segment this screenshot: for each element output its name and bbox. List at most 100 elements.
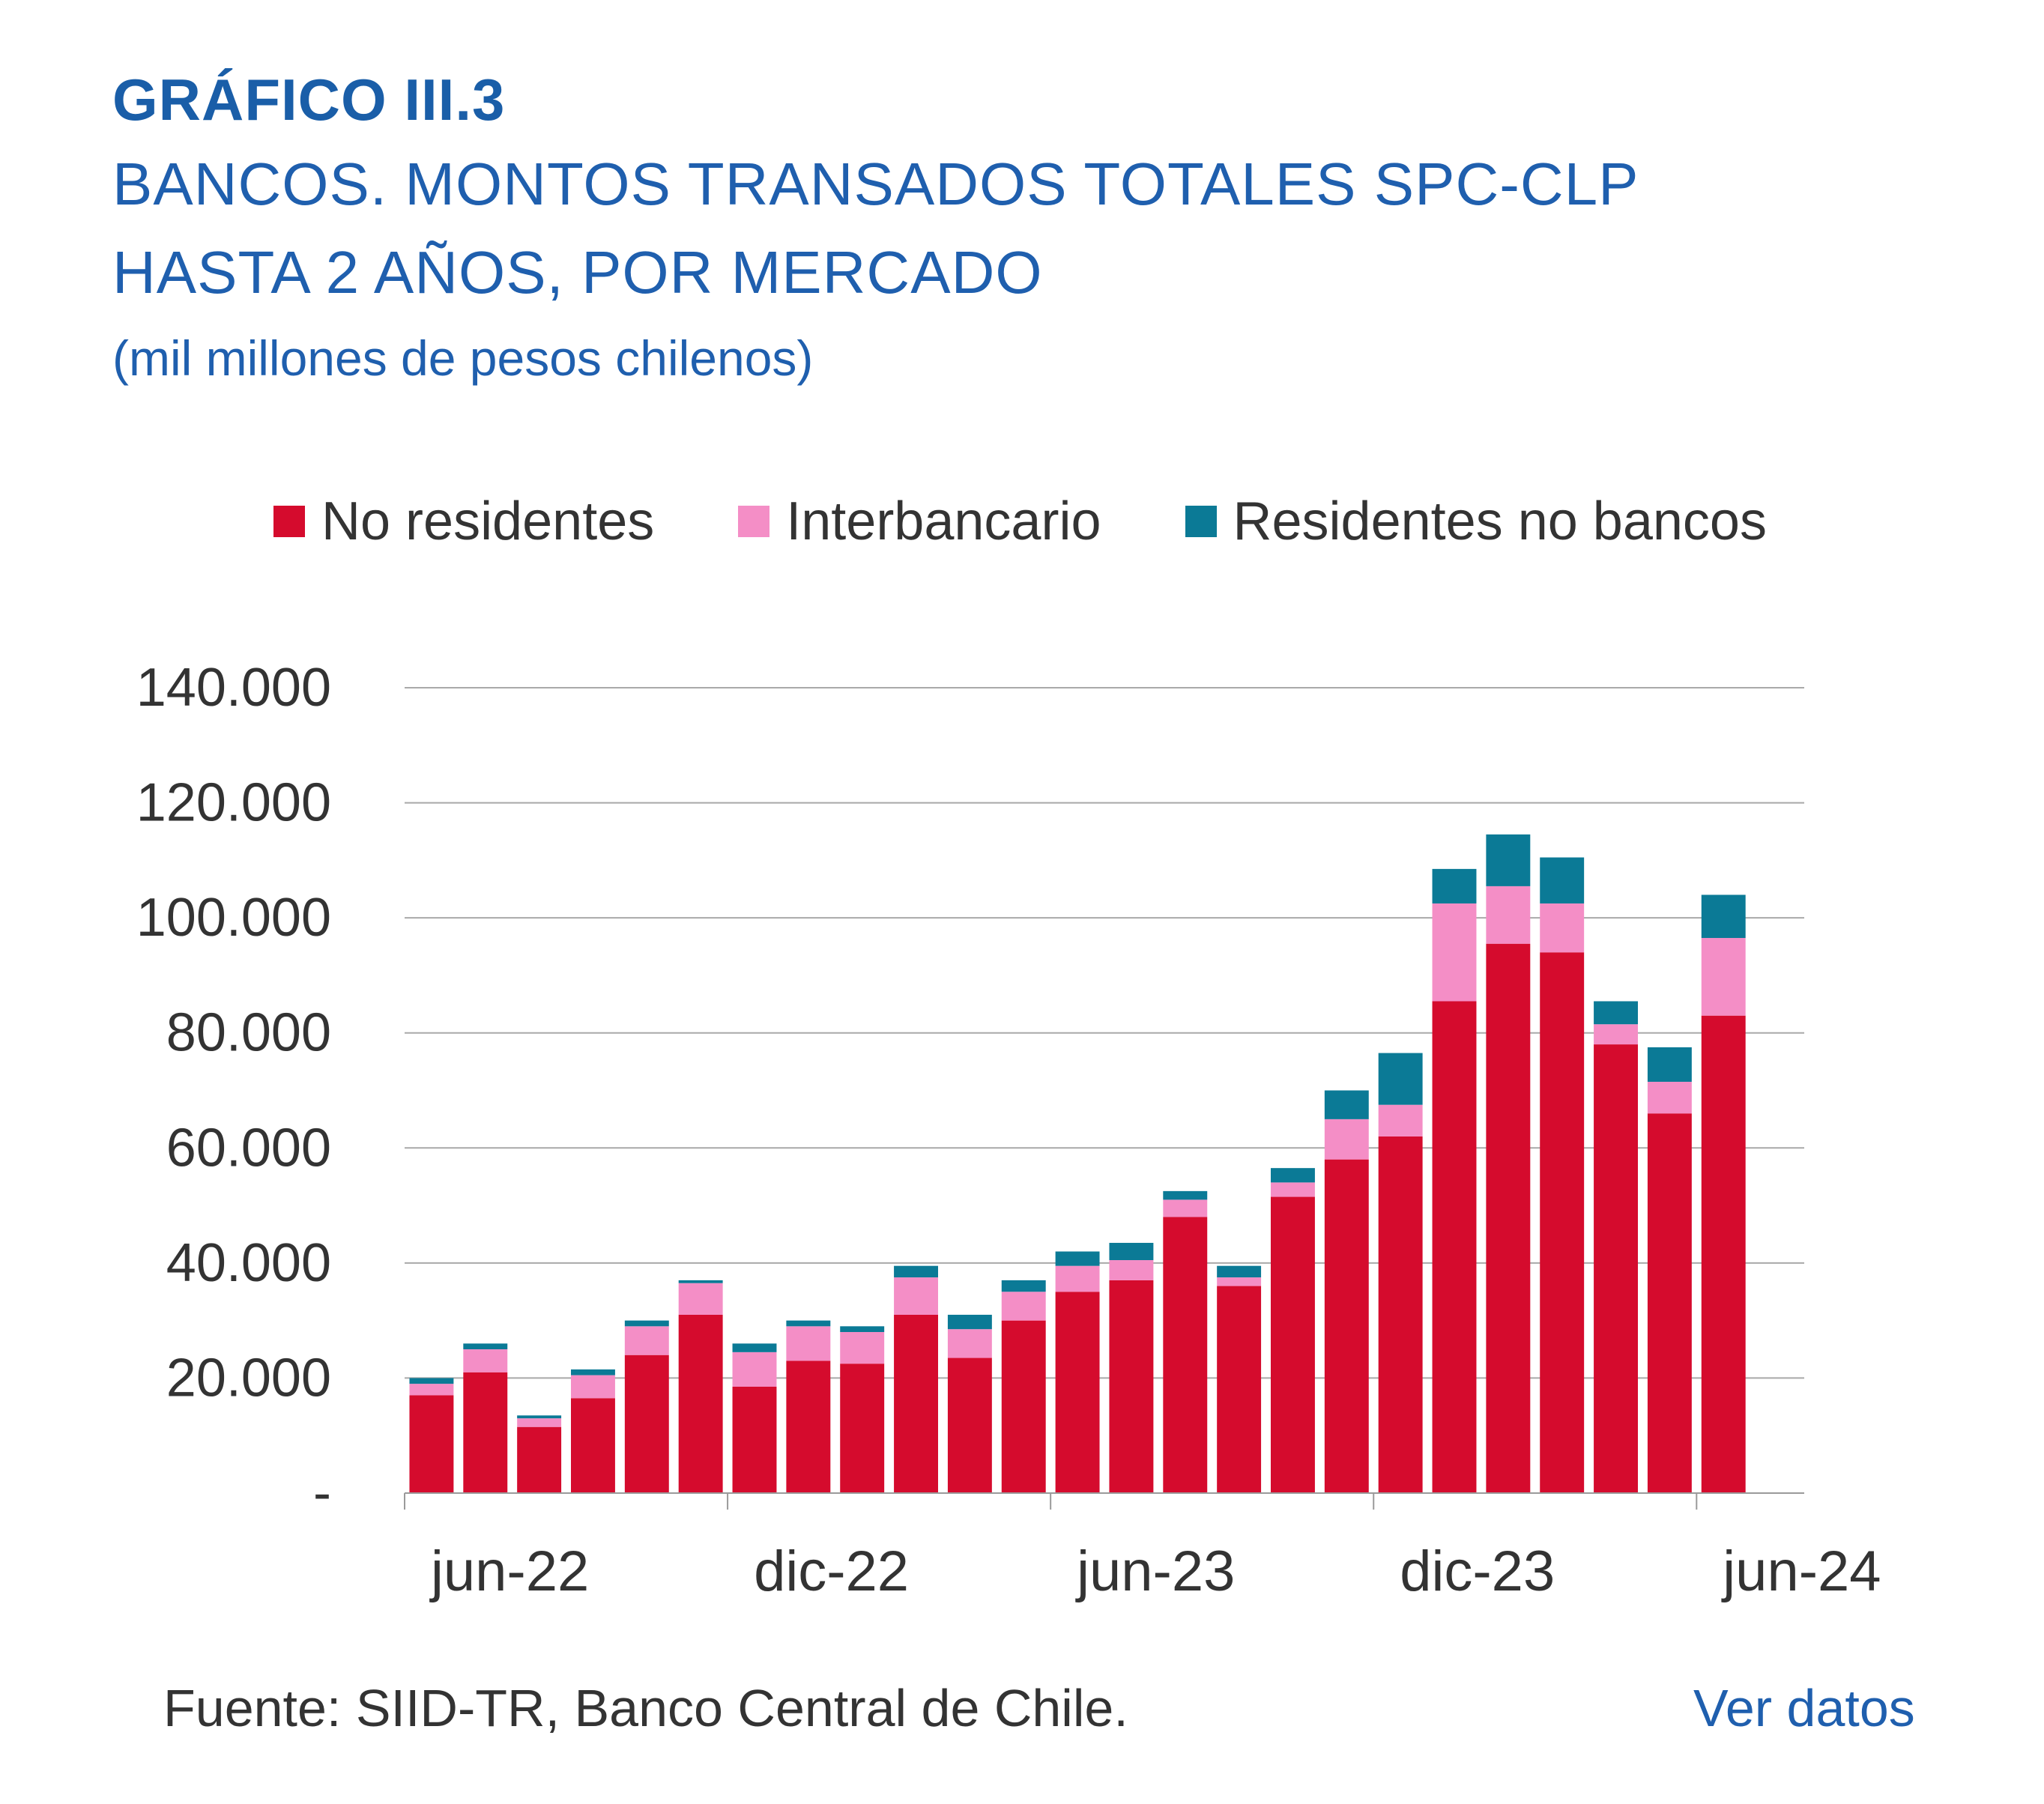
bar-segment-no-residentes (678, 1314, 723, 1493)
bar-segment-no-residentes (840, 1363, 885, 1493)
bar-segment-residentes-no-bancos (571, 1369, 615, 1375)
x-tick-label: jun-22 (429, 1540, 589, 1603)
bar-segment-residentes-no-bancos (1432, 868, 1477, 903)
bar-segment-no-residentes (1109, 1280, 1154, 1493)
bar-segment-interbancario (1701, 938, 1746, 1016)
bar-segment-residentes-no-bancos (1055, 1251, 1100, 1266)
bar-segment-interbancario (678, 1283, 723, 1315)
bar-segment-residentes-no-bancos (678, 1280, 723, 1283)
bar-segment-interbancario (1217, 1277, 1262, 1286)
bar-segment-residentes-no-bancos (1594, 1001, 1638, 1025)
bar-segment-interbancario (786, 1326, 831, 1361)
y-tick-label: 80.000 (166, 1003, 331, 1063)
bar-segment-residentes-no-bancos (409, 1378, 454, 1384)
legend-swatch-no-residentes (273, 506, 305, 537)
bar-segment-no-residentes (1378, 1136, 1423, 1493)
legend: No residentes Interbancario Residentes n… (273, 491, 1851, 552)
bar-segment-interbancario (1432, 903, 1477, 1002)
bar-segment-interbancario (1540, 903, 1585, 953)
y-tick-label: - (313, 1463, 331, 1523)
bar-segment-interbancario (1486, 886, 1531, 944)
bar-segment-residentes-no-bancos (1324, 1090, 1369, 1119)
bar-segment-no-residentes (1594, 1044, 1638, 1493)
x-tick-label: jun-23 (1075, 1540, 1235, 1603)
y-tick-label: 100.000 (136, 888, 331, 948)
bar-segment-interbancario (1055, 1265, 1100, 1292)
bar-segment-no-residentes (894, 1314, 938, 1493)
legend-swatch-interbancario (738, 506, 770, 537)
bar-segment-no-residentes (1540, 952, 1585, 1493)
bar-segment-interbancario (409, 1384, 454, 1396)
bar-segment-residentes-no-bancos (732, 1343, 777, 1352)
bar-segment-residentes-no-bancos (947, 1314, 992, 1330)
legend-label-no-residentes: No residentes (321, 491, 655, 551)
ver-datos-link[interactable]: Ver datos (1693, 1679, 1915, 1737)
bar-segment-interbancario (463, 1349, 508, 1372)
bar-segment-interbancario (624, 1326, 669, 1355)
y-tick-label: 60.000 (166, 1118, 331, 1178)
bar-segment-no-residentes (732, 1386, 777, 1493)
bar-segment-residentes-no-bancos (1163, 1190, 1208, 1200)
stacked-bar-chart: - 20.000 40.000 60.000 80.000 100.000 120.000 1… (136, 658, 1881, 1603)
bar-segment-residentes-no-bancos (463, 1343, 508, 1350)
x-tick-label: dic-22 (754, 1540, 909, 1603)
bar-segment-residentes-no-bancos (1486, 834, 1531, 886)
bar-segment-interbancario (840, 1332, 885, 1364)
bar-segment-interbancario (1163, 1199, 1208, 1217)
bar-segment-residentes-no-bancos (624, 1320, 669, 1327)
bar-segment-residentes-no-bancos (894, 1265, 938, 1278)
bar-segment-interbancario (1594, 1024, 1638, 1045)
y-tick-label: 140.000 (136, 658, 331, 718)
bar-segment-interbancario (1001, 1292, 1046, 1321)
bar-segment-no-residentes (1486, 943, 1531, 1493)
source-note: Fuente: SIID-TR, Banco Central de Chile. (163, 1679, 1128, 1737)
bar-segment-interbancario (1109, 1260, 1154, 1280)
bars (409, 834, 1746, 1493)
bar-segment-interbancario (1271, 1182, 1315, 1197)
bar-segment-no-residentes (409, 1395, 454, 1493)
y-axis-tick-labels: - 20.000 40.000 60.000 80.000 100.000 120.000 1… (136, 658, 331, 1523)
legend-item-interbancario: Interbancario (738, 491, 1101, 552)
chart-title-line-2: HASTA 2 AÑOS, POR MERCADO (112, 239, 1043, 306)
x-tick-label: jun-24 (1721, 1540, 1881, 1603)
bar-segment-no-residentes (624, 1354, 669, 1493)
bar-segment-residentes-no-bancos (517, 1415, 562, 1419)
bar-segment-no-residentes (1271, 1196, 1315, 1493)
bar-segment-residentes-no-bancos (786, 1320, 831, 1327)
chart-units: (mil millones de pesos chilenos) (112, 330, 814, 386)
y-tick-label: 120.000 (136, 773, 331, 833)
bar-segment-residentes-no-bancos (1109, 1242, 1154, 1261)
bar-segment-no-residentes (1001, 1320, 1046, 1493)
bar-segment-interbancario (1378, 1104, 1423, 1136)
bar-segment-no-residentes (1701, 1015, 1746, 1493)
bar-segment-interbancario (1647, 1081, 1692, 1114)
bar-segment-no-residentes (1163, 1217, 1208, 1493)
bar-segment-no-residentes (1647, 1113, 1692, 1493)
legend-item-no-residentes: No residentes (273, 491, 654, 552)
bar-segment-no-residentes (1432, 1001, 1477, 1493)
chart-number: GRÁFICO III.3 (112, 67, 506, 133)
bar-segment-no-residentes (571, 1398, 615, 1493)
bar-segment-no-residentes (786, 1360, 831, 1493)
bar-segment-residentes-no-bancos (1540, 857, 1585, 903)
bar-segment-interbancario (571, 1375, 615, 1399)
bar-segment-no-residentes (517, 1426, 562, 1493)
bar-segment-no-residentes (1217, 1286, 1262, 1493)
chart-title-line-1: BANCOS. MONTOS TRANSADOS TOTALES SPC-CLP (112, 151, 1639, 217)
bar-segment-interbancario (894, 1277, 938, 1315)
bar-segment-interbancario (1324, 1119, 1369, 1160)
y-tick-label: 20.000 (166, 1348, 331, 1408)
x-axis: jun-22 dic-22 jun-23 dic-23 jun-24 (404, 1492, 1881, 1603)
x-tick-label: dic-23 (1400, 1540, 1555, 1603)
bar-segment-no-residentes (463, 1372, 508, 1493)
legend-item-residentes-no-bancos: Residentes no bancos (1185, 491, 1767, 552)
legend-label-interbancario: Interbancario (786, 491, 1101, 551)
bar-segment-no-residentes (1055, 1292, 1100, 1493)
bar-segment-residentes-no-bancos (1001, 1280, 1046, 1292)
bar-segment-no-residentes (1324, 1159, 1369, 1493)
bar-segment-interbancario (732, 1352, 777, 1387)
bar-segment-residentes-no-bancos (1378, 1053, 1423, 1105)
legend-swatch-residentes-no-bancos (1185, 506, 1217, 537)
y-tick-label: 40.000 (166, 1233, 331, 1293)
bar-segment-interbancario (947, 1329, 992, 1358)
